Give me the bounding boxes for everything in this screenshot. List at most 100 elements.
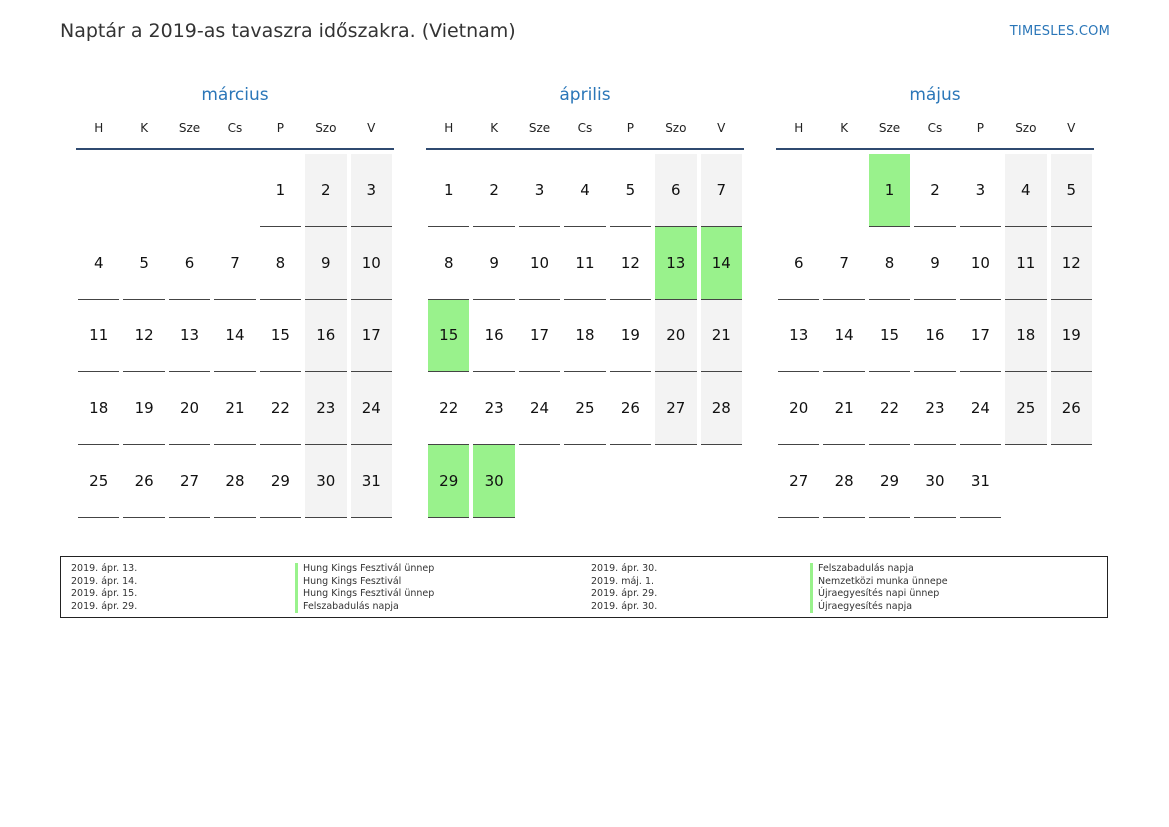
day-cell: 9 <box>914 227 956 300</box>
day-cell: 16 <box>305 299 347 373</box>
day-cell: 4 <box>564 154 606 227</box>
day-cell: 31 <box>350 445 392 518</box>
day-cell: 26 <box>609 372 652 446</box>
empty-cell <box>1005 445 1046 518</box>
month-name: április <box>559 85 611 105</box>
day-cell: 18 <box>564 300 606 373</box>
day-cell: 6 <box>778 227 820 300</box>
empty-cell <box>1051 445 1092 518</box>
weekday-label: Cs <box>577 121 593 135</box>
legend-dates-right: 2019. ápr. 30. 2019. máj. 1. 2019. ápr. 29… <box>591 563 810 617</box>
day-cell: 24 <box>350 372 392 446</box>
day-cell: 27 <box>168 445 211 518</box>
weekday-label: Szo <box>315 121 337 135</box>
day-cell: 20 <box>778 372 820 446</box>
day-cell: 14 <box>700 226 742 300</box>
site-link[interactable]: TIMESLES.COM <box>1009 24 1110 39</box>
legend-date: 2019. ápr. 29. <box>71 600 138 612</box>
legend-date: 2019. ápr. 30. <box>591 600 658 612</box>
legend-holiday-name: Újraegyesítés napi ünnep <box>810 588 1060 601</box>
weekday-label: Sze <box>878 121 901 135</box>
legend-names-right: Felszabadulás napja Nemzetközi munka ünne… <box>810 563 1060 617</box>
day-cell: 21 <box>700 299 742 373</box>
legend-holiday-name: Nemzetközi munka ünnepe <box>810 575 1060 588</box>
weekday-header: H K Sze Cs P Szo V <box>776 114 1094 150</box>
day-cell: 26 <box>1050 372 1092 446</box>
day-cell: 29 <box>428 445 470 518</box>
day-cell: 7 <box>823 227 865 300</box>
day-cell: 3 <box>959 154 1002 227</box>
weekday-label: P <box>626 121 635 135</box>
empty-cell <box>123 154 164 227</box>
day-grid: 1 2 3 4 5 6 7 8 9 10 11 12 13 14 15 16 17 18 19 20 21 22 23 24 2… <box>76 154 394 518</box>
day-cell: 28 <box>214 445 256 518</box>
day-cell: 22 <box>428 372 470 446</box>
day-cell: 5 <box>123 227 165 300</box>
weekday-label: H <box>794 121 804 135</box>
month-calendar: április H K Sze Cs P Szo V 1 2 3 4 5 6 7 8 9 10 11 12 13 14 15… <box>426 84 744 518</box>
day-grid: 1 2 3 4 5 6 7 8 9 10 11 12 13 14 15 16 17 18 19 20 21 22 23 24 2… <box>426 154 744 518</box>
day-cell: 20 <box>655 299 697 373</box>
empty-cell <box>519 445 560 518</box>
day-cell: 13 <box>778 300 820 373</box>
day-cell: 17 <box>518 300 561 373</box>
day-cell: 25 <box>78 445 120 518</box>
day-cell: 1 <box>868 154 911 227</box>
day-cell: 16 <box>914 300 956 373</box>
day-cell: 7 <box>214 227 256 300</box>
day-cell: 1 <box>428 154 470 227</box>
empty-cell <box>214 154 255 227</box>
legend-date: 2019. ápr. 29. <box>591 588 658 599</box>
day-cell: 30 <box>305 445 347 518</box>
day-cell: 12 <box>123 300 165 373</box>
day-cell: 3 <box>350 154 392 227</box>
day-cell: 19 <box>123 372 165 446</box>
day-cell: 16 <box>473 300 515 373</box>
legend-dates-left: 2019. ápr. 13. 2019. ápr. 14. 2019. ápr. 1… <box>71 563 295 617</box>
day-cell: 25 <box>564 372 606 446</box>
legend-holiday-name: Hung Kings Fesztivál <box>295 575 591 588</box>
day-cell: 13 <box>655 226 697 300</box>
day-cell: 31 <box>959 445 1002 518</box>
day-cell: 30 <box>914 445 956 518</box>
day-cell: 10 <box>350 226 392 300</box>
legend-holiday-name: Felszabadulás napja <box>295 600 591 613</box>
day-cell: 18 <box>78 372 120 446</box>
day-grid: 1 2 3 4 5 6 7 8 9 10 11 12 13 14 15 16 17 18 19 20 21 22 23 24 2… <box>776 154 1094 518</box>
day-cell: 6 <box>168 227 211 300</box>
day-cell: 27 <box>778 445 820 518</box>
day-cell: 12 <box>1050 226 1092 300</box>
day-cell: 10 <box>518 227 561 300</box>
legend-holiday-name: Felszabadulás napja <box>810 563 1060 576</box>
day-cell: 17 <box>959 300 1002 373</box>
day-cell: 23 <box>473 372 515 446</box>
day-cell: 7 <box>700 154 742 227</box>
day-cell: 23 <box>305 372 347 446</box>
empty-cell <box>701 445 742 518</box>
day-cell: 11 <box>78 300 120 373</box>
empty-cell <box>610 445 651 518</box>
weekday-label: H <box>94 121 104 135</box>
day-cell: 3 <box>518 154 561 227</box>
legend-date: 2019. ápr. 14. <box>71 575 138 587</box>
empty-cell <box>564 445 605 518</box>
day-cell: 22 <box>259 372 302 446</box>
day-cell: 28 <box>823 445 865 518</box>
day-cell: 14 <box>214 300 256 373</box>
day-cell: 18 <box>1005 299 1047 373</box>
legend-holiday-name: Hung Kings Fesztivál ünnep <box>295 563 591 576</box>
day-cell: 4 <box>78 227 120 300</box>
day-cell: 2 <box>914 154 956 227</box>
day-cell: 8 <box>428 227 470 300</box>
weekday-label: Szo <box>665 121 687 135</box>
day-cell: 24 <box>959 372 1002 446</box>
weekday-label: Cs <box>927 121 943 135</box>
legend-date: 2019. máj. 1. <box>591 575 655 587</box>
weekday-label: V <box>1067 121 1076 135</box>
day-cell: 11 <box>1005 226 1047 300</box>
legend-date: 2019. ápr. 15. <box>71 588 138 599</box>
day-cell: 4 <box>1005 154 1047 227</box>
weekday-label: Sze <box>178 121 201 135</box>
day-cell: 29 <box>868 445 911 518</box>
day-cell: 1 <box>259 154 302 227</box>
